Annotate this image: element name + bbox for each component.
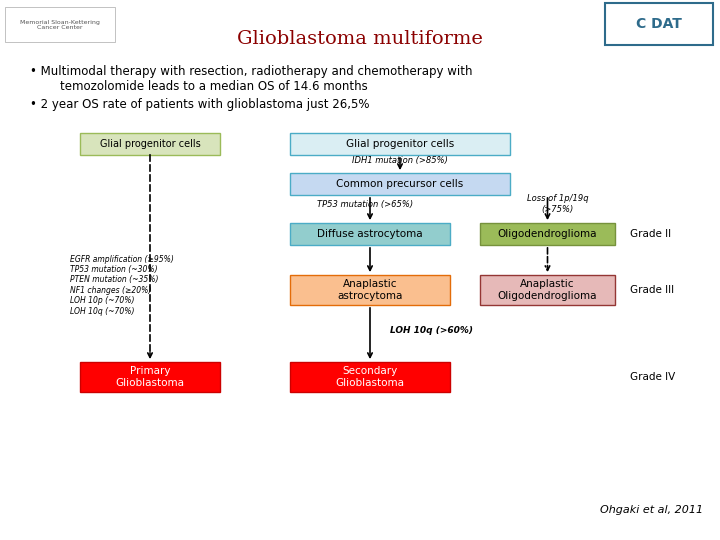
FancyBboxPatch shape: [290, 133, 510, 155]
Text: • Multimodal therapy with resection, radiotherapy and chemotherapy with: • Multimodal therapy with resection, rad…: [30, 65, 472, 78]
Text: Secondary
Glioblastoma: Secondary Glioblastoma: [336, 366, 405, 388]
Text: Glioblastoma multiforme: Glioblastoma multiforme: [237, 30, 483, 48]
Text: Glial progenitor cells: Glial progenitor cells: [99, 139, 200, 149]
Text: Memorial Sloan-Kettering
Cancer Center: Memorial Sloan-Kettering Cancer Center: [20, 19, 100, 30]
Text: Common precursor cells: Common precursor cells: [336, 179, 464, 189]
FancyBboxPatch shape: [290, 362, 450, 392]
Text: Grade III: Grade III: [630, 285, 674, 295]
Text: EGFR amplification (≥95%)
TP53 mutation (~30%)
PTEN mutation (~35%)
NF1 changes : EGFR amplification (≥95%) TP53 mutation …: [70, 254, 174, 315]
Text: Diffuse astrocytoma: Diffuse astrocytoma: [318, 229, 423, 239]
FancyBboxPatch shape: [80, 362, 220, 392]
Text: Grade IV: Grade IV: [630, 372, 675, 382]
FancyBboxPatch shape: [290, 275, 450, 305]
FancyBboxPatch shape: [80, 133, 220, 155]
FancyBboxPatch shape: [480, 223, 615, 245]
Text: Glial progenitor cells: Glial progenitor cells: [346, 139, 454, 149]
Text: IDH1 mutation (>85%): IDH1 mutation (>85%): [352, 157, 448, 165]
FancyBboxPatch shape: [605, 3, 713, 45]
FancyBboxPatch shape: [290, 173, 510, 195]
Text: Ohgaki et al, 2011: Ohgaki et al, 2011: [600, 505, 703, 515]
Text: Oligodendroglioma: Oligodendroglioma: [498, 229, 598, 239]
Text: temozolomide leads to a median OS of 14.6 months: temozolomide leads to a median OS of 14.…: [30, 80, 368, 93]
Text: Anaplastic
Oligodendroglioma: Anaplastic Oligodendroglioma: [498, 279, 598, 301]
FancyBboxPatch shape: [480, 275, 615, 305]
Text: C DAT: C DAT: [636, 17, 682, 31]
Text: Loss of 1p/19q
(>75%): Loss of 1p/19q (>75%): [527, 194, 588, 214]
Text: Primary
Glioblastoma: Primary Glioblastoma: [115, 366, 184, 388]
Text: Grade II: Grade II: [630, 229, 671, 239]
FancyBboxPatch shape: [290, 223, 450, 245]
Text: TP53 mutation (>65%): TP53 mutation (>65%): [317, 199, 413, 208]
FancyBboxPatch shape: [5, 7, 115, 42]
Text: • 2 year OS rate of patients with glioblastoma just 26,5%: • 2 year OS rate of patients with gliobl…: [30, 98, 369, 111]
Text: LOH 10q (>60%): LOH 10q (>60%): [390, 326, 473, 335]
Text: Anaplastic
astrocytoma: Anaplastic astrocytoma: [337, 279, 402, 301]
